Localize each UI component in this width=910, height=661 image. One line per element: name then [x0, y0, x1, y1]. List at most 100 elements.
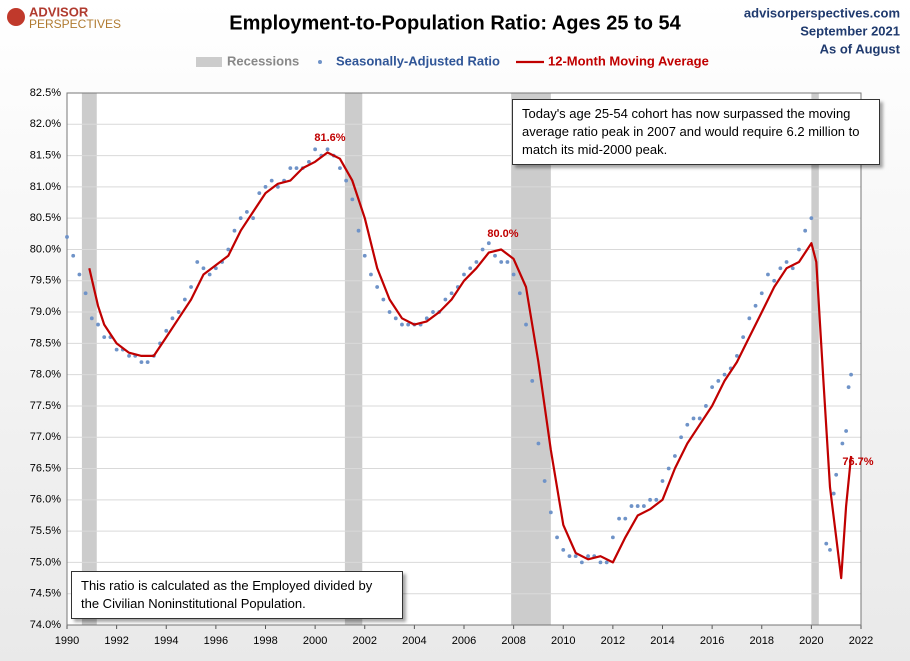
data-point [722, 372, 727, 377]
y-tick-label: 81.5% [30, 149, 61, 161]
x-tick-label: 2000 [303, 635, 327, 647]
x-tick-label: 2018 [750, 635, 774, 647]
data-point [468, 266, 473, 271]
x-tick-label: 2014 [650, 635, 674, 647]
note-bottom: This ratio is calculated as the Employed… [71, 571, 403, 619]
y-tick-label: 79.5% [30, 275, 61, 287]
data-point [849, 372, 853, 377]
y-tick-label: 74.0% [30, 619, 61, 631]
x-tick-label: 1992 [104, 635, 128, 647]
data-point [710, 385, 715, 390]
data-point [598, 560, 603, 565]
x-tick-label: 2012 [601, 635, 625, 647]
data-point [201, 266, 206, 271]
data-point [139, 360, 144, 365]
logo-bottom: PERSPECTIVES [29, 17, 121, 31]
data-point [263, 184, 268, 189]
y-tick-label: 77.0% [30, 431, 61, 443]
x-tick-label: 2002 [353, 635, 377, 647]
data-point [831, 491, 836, 496]
data-point [102, 335, 107, 339]
data-point [344, 178, 349, 183]
y-tick-label: 75.0% [30, 556, 61, 568]
data-point [182, 297, 187, 302]
data-point [443, 297, 448, 302]
legend-label: 12-Month Moving Average [548, 53, 709, 68]
data-point [704, 404, 708, 408]
data-point [257, 191, 262, 196]
data-point [480, 247, 485, 252]
legend: Recessions Seasonally-Adjusted Ratio 12-Mo… [196, 53, 709, 68]
data-point [251, 216, 255, 221]
annotation: 81.6% [314, 132, 345, 144]
x-tick-label: 2020 [799, 635, 823, 647]
data-point [387, 310, 392, 314]
data-point [517, 291, 522, 296]
data-point [96, 322, 100, 327]
plot-border [66, 92, 862, 626]
data-point [189, 285, 193, 289]
data-point [127, 353, 131, 358]
y-tick-label: 80.5% [30, 212, 61, 224]
y-tick-label: 82.5% [30, 87, 61, 99]
data-point [772, 278, 777, 283]
data-point [294, 166, 299, 171]
data-point [536, 441, 541, 446]
x-tick-label: 2006 [452, 635, 476, 647]
legend-label: Seasonally-Adjusted Ratio [336, 53, 500, 68]
data-point [741, 335, 746, 339]
note-top: Today's age 25-54 cohort has now surpass… [512, 99, 880, 165]
data-point [542, 479, 547, 483]
data-point [828, 547, 832, 552]
data-point [790, 266, 795, 271]
site: advisorperspectives.com [744, 5, 900, 20]
data-point [486, 241, 491, 246]
x-tick-label: 2022 [849, 635, 873, 647]
data-point [573, 554, 578, 559]
data-point [586, 554, 590, 559]
data-point [170, 316, 175, 321]
data-point [350, 197, 355, 202]
data-point [561, 547, 566, 552]
data-point [511, 272, 516, 277]
data-point [716, 379, 721, 383]
data-point [164, 328, 169, 333]
annotation: 76.7% [842, 456, 873, 468]
data-point [747, 316, 752, 321]
recession-band [511, 93, 551, 625]
x-tick-label: 2016 [700, 635, 724, 647]
data-point [844, 429, 849, 433]
data-point [424, 316, 429, 321]
data-point [232, 228, 237, 233]
data-point [89, 316, 94, 321]
data-point [276, 184, 280, 189]
y-tick-label: 81.0% [30, 181, 61, 193]
data-point [834, 472, 839, 477]
data-point [369, 272, 373, 277]
data-point [307, 159, 311, 164]
data-point [505, 260, 510, 264]
chart-title: Employment-to-Population Ratio: Ages 25 … [229, 12, 681, 34]
data-point [809, 216, 814, 221]
y-tick-label: 82.0% [30, 118, 61, 130]
data-point [735, 353, 739, 358]
data-point [176, 310, 181, 314]
data-point [759, 291, 764, 296]
data-point [660, 479, 665, 483]
y-tick-label: 78.0% [30, 369, 61, 381]
recession-band [81, 93, 97, 625]
data-point [617, 516, 621, 521]
data-point [604, 560, 609, 565]
data-point [83, 291, 88, 296]
data-point [691, 416, 696, 421]
x-tick-label: 2010 [551, 635, 575, 647]
data-point [244, 210, 249, 214]
data-point [766, 272, 770, 277]
data-point [648, 497, 652, 502]
data-point [641, 504, 646, 508]
recession-band [344, 93, 363, 625]
data-point [195, 260, 200, 264]
legend-swatch [318, 60, 322, 64]
data-point [474, 260, 479, 264]
data-point [610, 535, 615, 540]
